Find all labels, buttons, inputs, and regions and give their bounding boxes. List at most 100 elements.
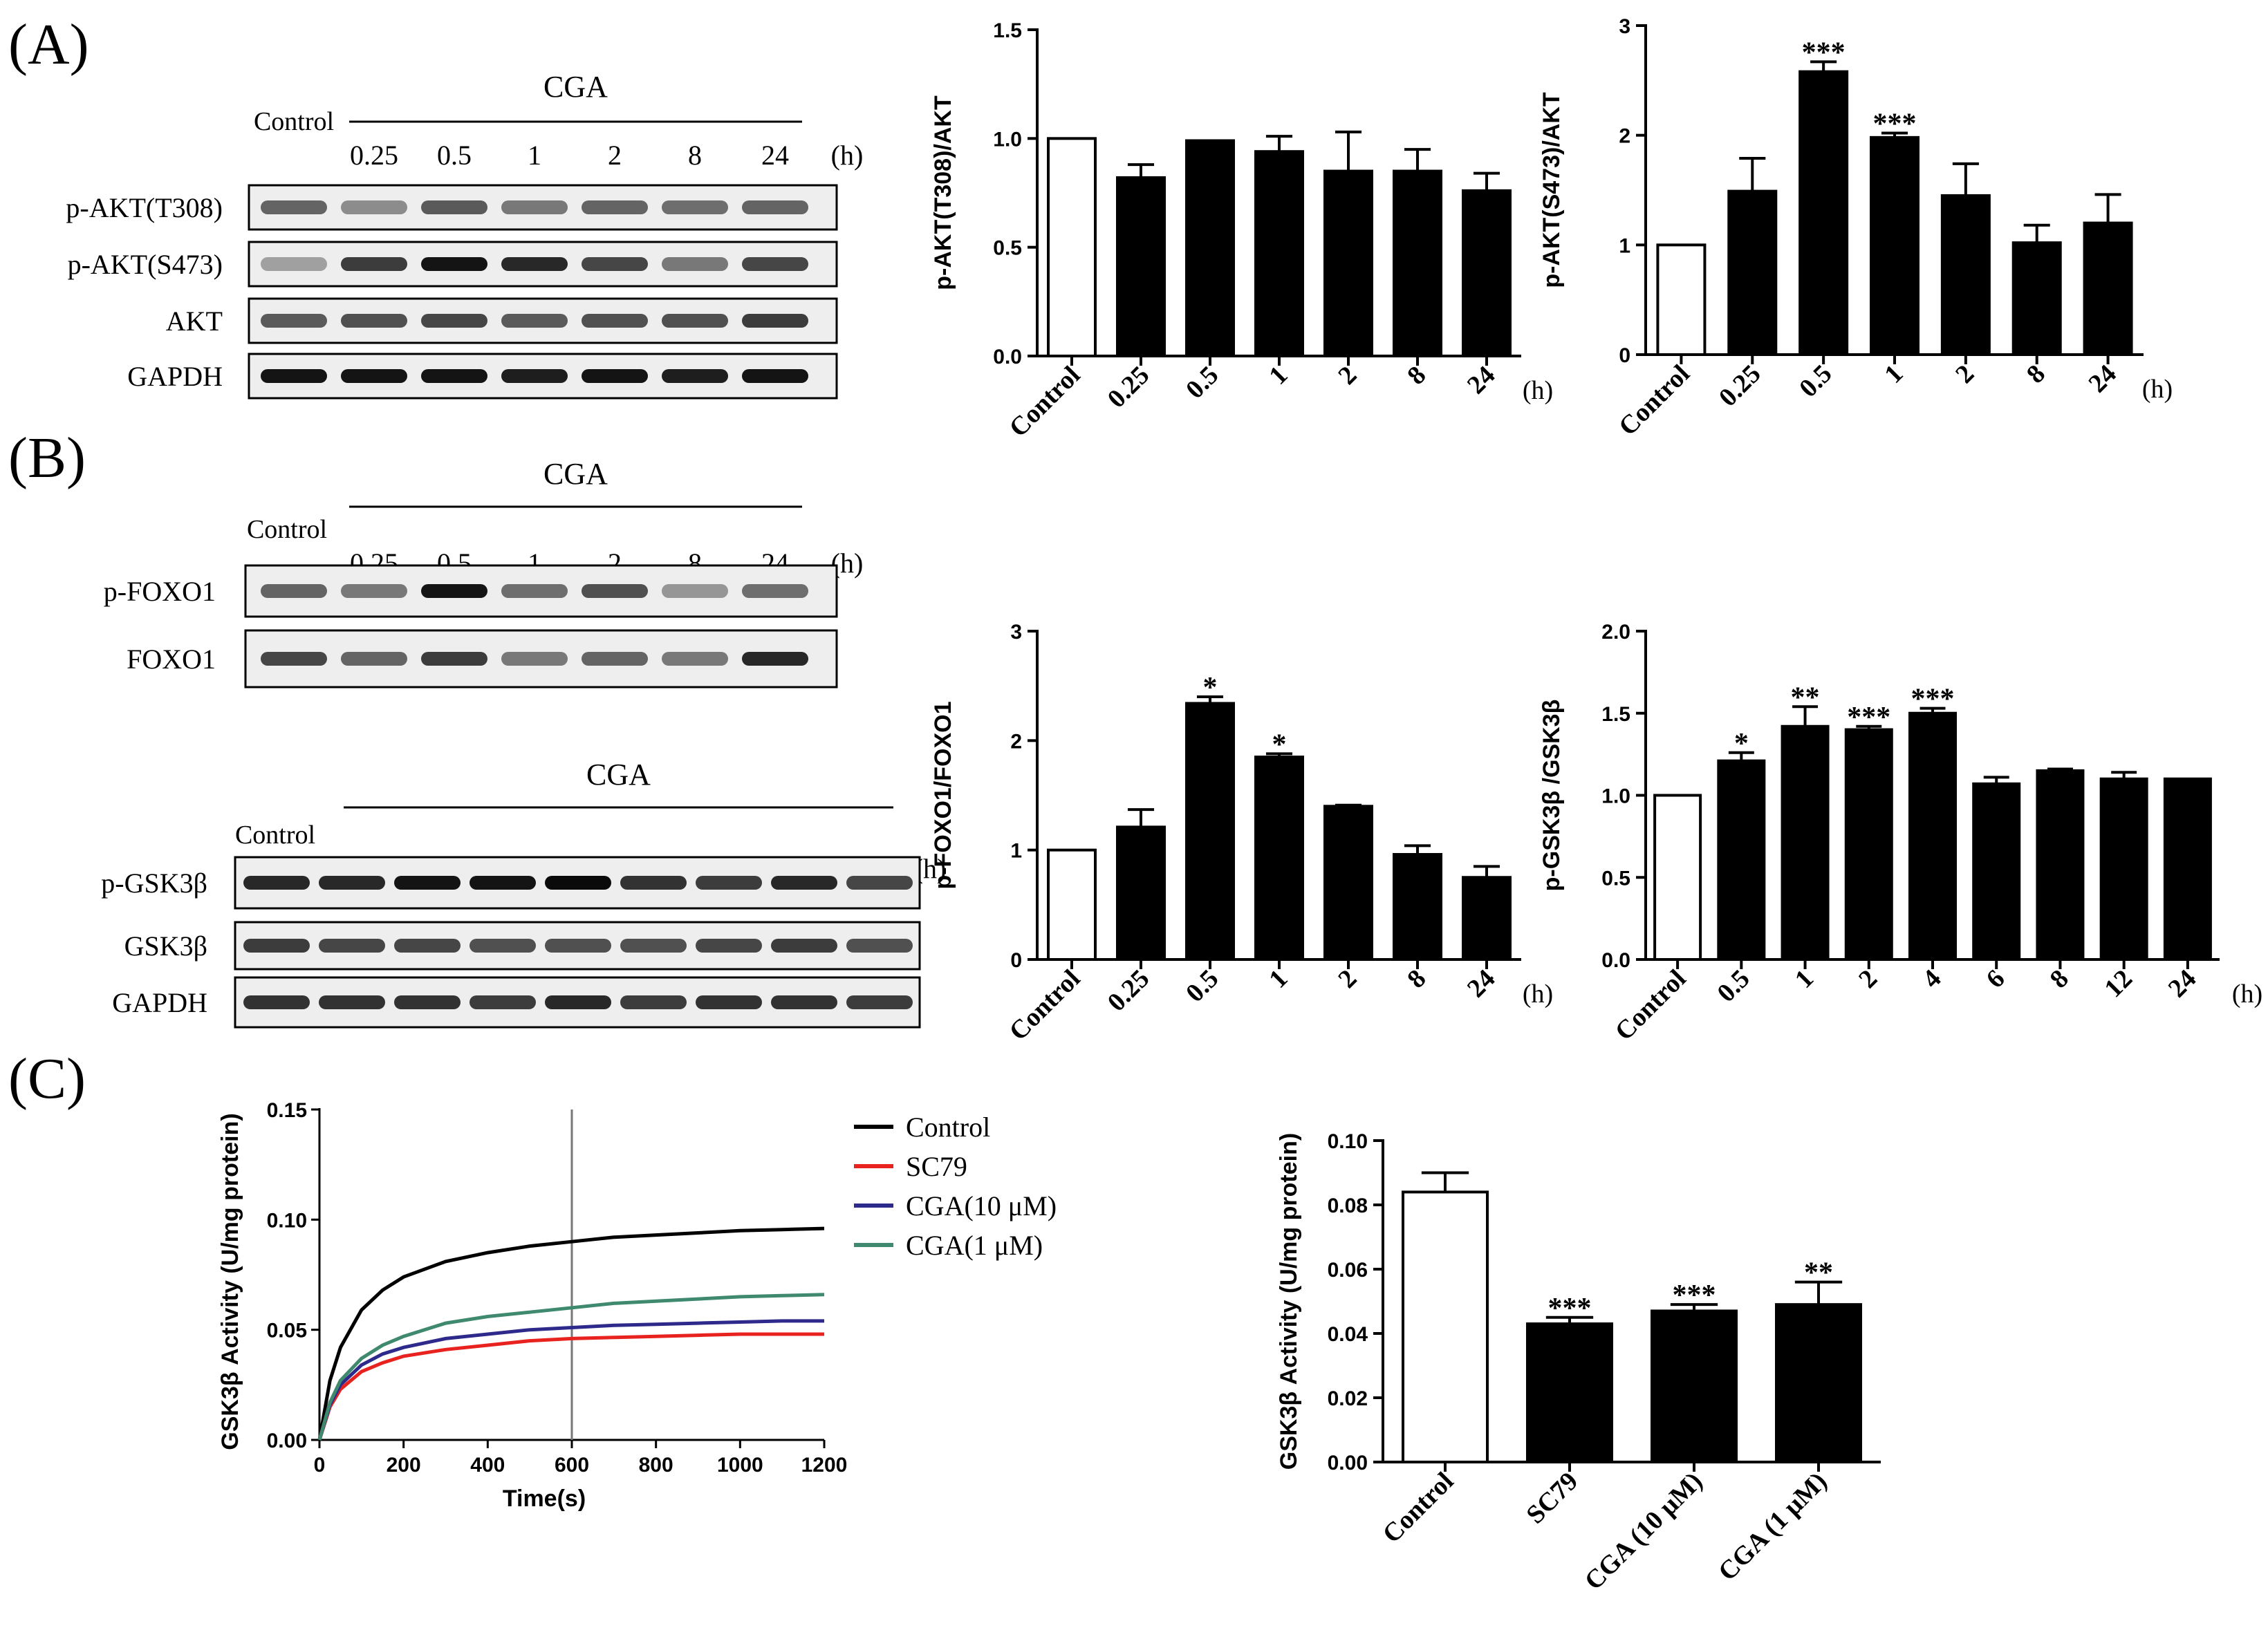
blot-band <box>742 257 808 271</box>
x-tick-label: 0.5 <box>1711 964 1755 1008</box>
bar <box>1908 711 1957 961</box>
bar <box>1185 702 1235 961</box>
legend-label: SC79 <box>906 1151 967 1182</box>
y-tick-label: 0.00 <box>267 1430 307 1452</box>
y-tick-label: 0.05 <box>267 1320 307 1342</box>
y-tick-label: 0 <box>1619 344 1630 367</box>
blot-band <box>696 876 762 890</box>
blot-band <box>620 876 687 890</box>
y-tick-label: 3 <box>1010 621 1022 644</box>
blot-band <box>771 939 837 953</box>
bar <box>1651 1309 1738 1463</box>
blot-band <box>470 876 536 890</box>
y-tick-label: 0.5 <box>993 237 1022 260</box>
y-tick-label: 1.5 <box>1601 703 1630 726</box>
y-tick-label: 0.10 <box>267 1209 307 1232</box>
blot-band <box>261 314 327 328</box>
x-tick-label: 0 <box>314 1454 326 1477</box>
x-tick-label: 0.5 <box>1180 964 1224 1008</box>
significance-label: ** <box>1791 682 1820 713</box>
x-tick-label: 0.25 <box>1102 964 1155 1018</box>
x-tick-label: Control <box>1613 359 1695 442</box>
bar <box>1781 724 1830 961</box>
significance-label: ** <box>1804 1257 1833 1289</box>
blot-row-label: FOXO1 <box>127 644 216 675</box>
series-line-sc79 <box>317 1332 824 1441</box>
y-tick-label: 1 <box>1619 234 1630 257</box>
blot-band <box>582 257 648 271</box>
y-tick-label: 0.5 <box>1601 867 1630 890</box>
blot-band <box>545 939 611 953</box>
y-axis-label: p-GSK3β /GSK3β <box>1539 700 1565 892</box>
blot-band <box>341 257 407 271</box>
blot-row-label: p-AKT(S473) <box>68 249 223 280</box>
blot-band <box>501 652 568 666</box>
blot-band <box>501 584 568 598</box>
blot-band <box>243 995 310 1009</box>
control-lane-label: Control <box>235 821 315 850</box>
y-tick-label: 3 <box>1619 15 1630 38</box>
chart-p-akt-t308: 0.0 0.5 1.0 1.5 p-AKT(T308)/AKT Control 0.25 0.… <box>930 19 1553 442</box>
bar <box>1727 189 1778 356</box>
blot-band <box>662 652 728 666</box>
y-tick-label: 0.02 <box>1328 1387 1368 1410</box>
lane-time-label: 24 <box>761 140 789 171</box>
bar <box>1254 756 1304 962</box>
x-tick-label: 600 <box>555 1454 589 1477</box>
bar <box>1323 805 1373 962</box>
y-tick-label: 0.10 <box>1328 1130 1368 1153</box>
legend-label: Control <box>906 1112 990 1143</box>
y-tick-label: 1.0 <box>993 128 1022 151</box>
x-tick-label: 0.5 <box>1180 361 1224 404</box>
x-tick-label: Control <box>1610 964 1692 1047</box>
y-tick-label: 1.0 <box>1601 785 1630 808</box>
time-unit-label: (h) <box>1523 376 1553 405</box>
lane-time-label: 1 <box>528 140 541 171</box>
group-label: CGA <box>586 758 651 792</box>
bar <box>1393 853 1442 961</box>
x-axis-label: Time(s) <box>503 1486 586 1512</box>
blot-band <box>261 257 327 271</box>
bar <box>2163 777 2212 961</box>
x-tick-label: Control <box>1004 361 1086 443</box>
blot-band <box>742 652 808 666</box>
blot-band <box>545 876 611 890</box>
y-tick-label: 2 <box>1010 730 1022 753</box>
blot-band <box>620 939 687 953</box>
control-lane-label: Control <box>254 107 334 136</box>
y-tick-label: 0.0 <box>1601 949 1630 972</box>
lane-time-label: 8 <box>688 140 702 171</box>
blot-band <box>742 314 808 328</box>
bar <box>1844 728 1893 961</box>
x-tick-label: 0.5 <box>1794 359 1837 403</box>
x-tick-label: 800 <box>639 1454 673 1477</box>
bar <box>1870 135 1920 356</box>
blot-band <box>243 876 310 890</box>
blot-row-label: p-GSK3β <box>101 868 207 899</box>
significance-label: *** <box>1847 702 1890 733</box>
blot-band <box>421 652 487 666</box>
group-label: CGA <box>543 457 608 491</box>
chart-gsk3b-activity-time: 0.00 0.05 0.10 0.15 0 200 400 600 800 1000 1200 Tim… <box>217 1099 1057 1512</box>
blot-band <box>394 939 461 953</box>
blot-band <box>742 200 808 214</box>
bar <box>2011 241 2062 356</box>
x-tick-label: CGA (10 μM) <box>1579 1467 1709 1596</box>
blot-row-label: p-FOXO1 <box>104 576 216 607</box>
x-tick-label: 24 <box>2083 359 2122 399</box>
y-tick-label: 2.0 <box>1601 621 1630 644</box>
blot-band <box>261 584 327 598</box>
blot-band <box>662 200 728 214</box>
x-tick-label: SC79 <box>1521 1467 1583 1530</box>
blot-band <box>421 257 487 271</box>
series-line-control <box>317 1226 825 1441</box>
blot-band <box>846 995 913 1009</box>
x-tick-label: 1000 <box>717 1454 763 1477</box>
bar <box>1775 1303 1862 1464</box>
blot-band <box>261 369 327 383</box>
blot-band <box>319 876 385 890</box>
y-tick-label: 0.04 <box>1328 1323 1368 1346</box>
bar <box>1717 759 1766 961</box>
